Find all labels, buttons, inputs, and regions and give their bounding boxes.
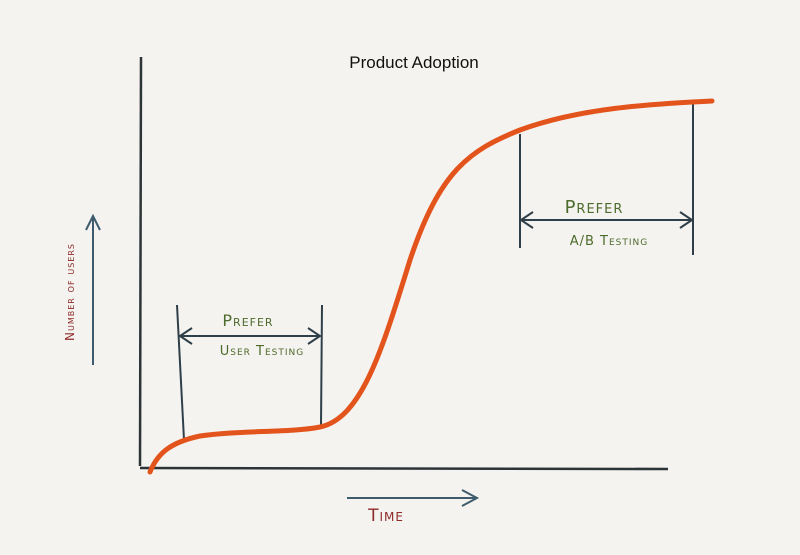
y-arrow-head	[85, 213, 101, 231]
arrow-head-left	[178, 327, 193, 345]
annotation-ab-testing	[519, 104, 694, 255]
x-arrow-head	[461, 489, 480, 507]
annotation-line2: User Testing	[220, 344, 305, 359]
annotation-line1: Prefer	[222, 311, 273, 330]
adoption-curve	[147, 98, 715, 475]
x-axis-label: Time	[367, 506, 404, 526]
bracket-right	[320, 304, 323, 427]
annotation-line1: Prefer	[565, 197, 624, 218]
y-axis-label: Number of users	[63, 243, 77, 341]
bracket-left	[176, 304, 185, 441]
arrow-head-left	[519, 211, 534, 229]
arrow-head-right	[307, 327, 322, 345]
annotation-user-testing	[176, 304, 323, 441]
title: Product Adoption	[349, 53, 478, 72]
y-axis	[138, 56, 143, 467]
arrow-head-right	[679, 211, 694, 229]
x-axis	[139, 466, 669, 471]
annotation-line2: A/B Testing	[570, 234, 649, 249]
